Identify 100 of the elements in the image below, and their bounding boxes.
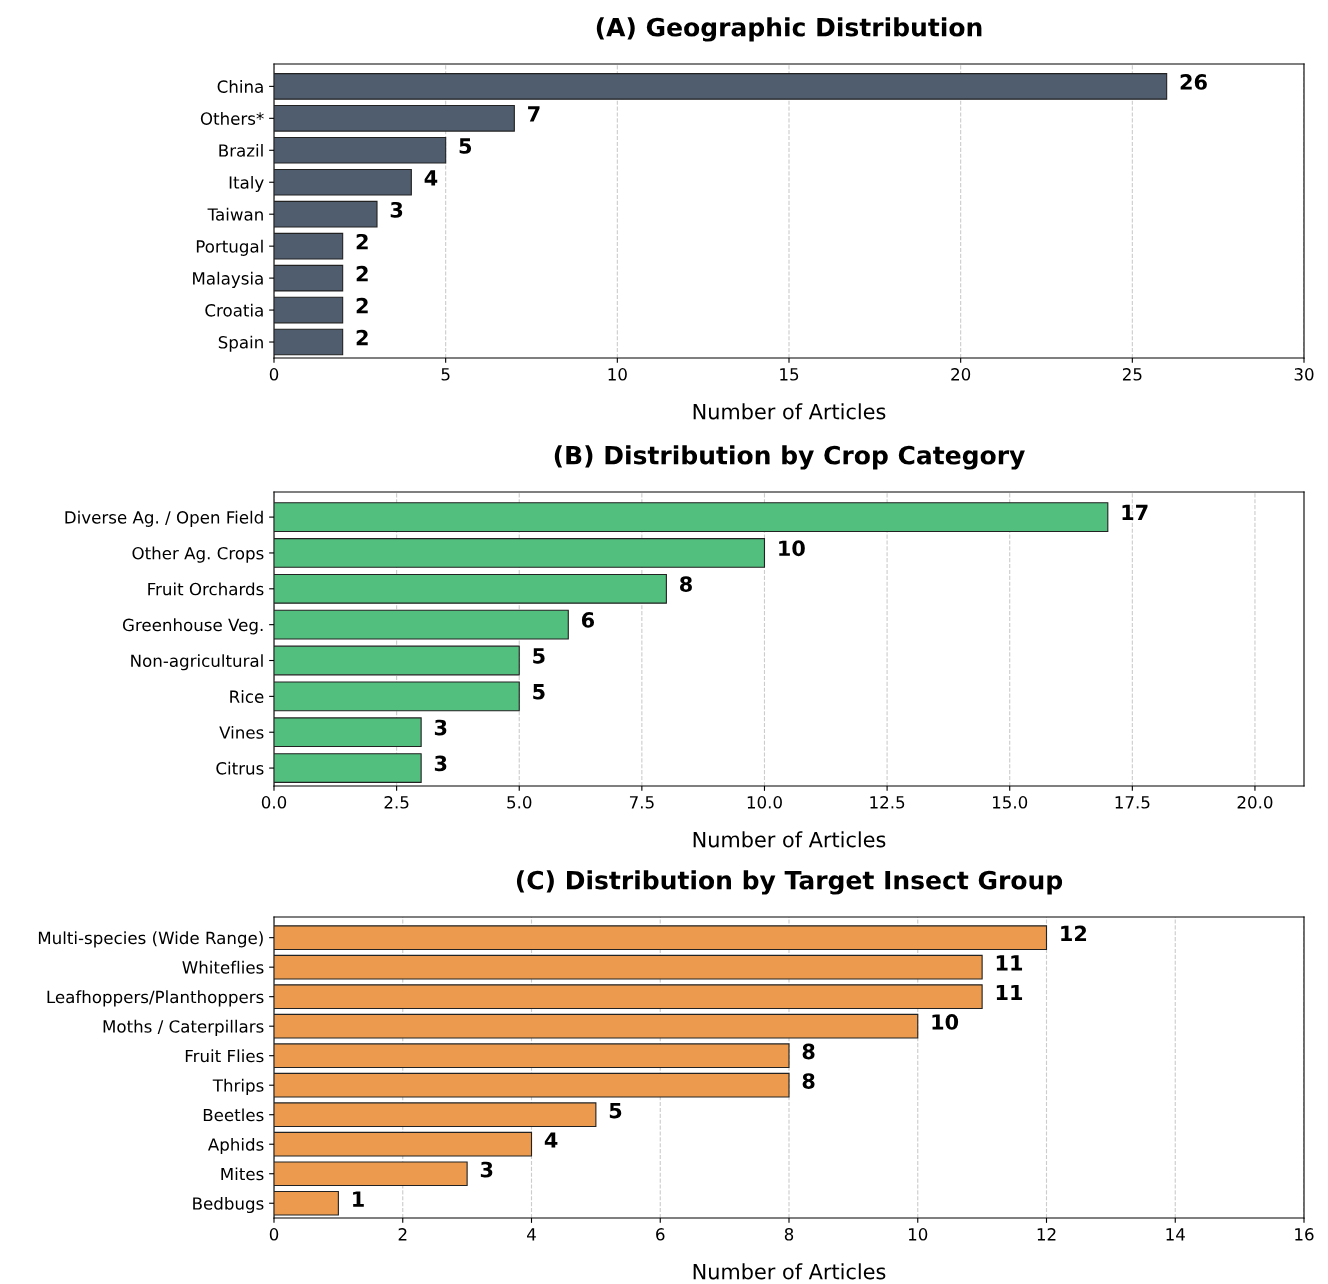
- data-label: 7: [528, 106, 540, 122]
- data-label: 2: [356, 297, 368, 314]
- bar: [274, 954, 983, 980]
- data-label: 11: [996, 984, 1023, 1001]
- chart-title: (C) Distribution by Target Insect Group: [516, 870, 1063, 895]
- data-label: 2: [356, 233, 368, 250]
- y-tick-label: Mites: [221, 1167, 264, 1181]
- y-tick-label: Multi-species (Wide Range): [38, 931, 263, 948]
- y-tick-label: Italy: [229, 175, 264, 193]
- y-tick-label: Beetles: [203, 1108, 264, 1122]
- x-tick-label: 7.5: [629, 796, 654, 809]
- y-tick-label: Aphids: [207, 1137, 264, 1155]
- x-tick-label: 10: [608, 368, 627, 381]
- y-tick-label: Others*: [200, 111, 264, 125]
- y-tick-label: Greenhouse Veg.: [122, 618, 263, 635]
- bar: [274, 1013, 919, 1039]
- x-tick-label: 10: [908, 1228, 928, 1241]
- bar: [274, 573, 667, 604]
- bar: [274, 104, 515, 132]
- data-label: 1: [353, 1191, 364, 1207]
- y-tick-label: Taiwan: [207, 207, 263, 221]
- x-tick-label: 8: [784, 1228, 794, 1241]
- data-label: 3: [434, 719, 447, 736]
- y-tick-label: Moths / Caterpillars: [103, 1019, 264, 1036]
- chart-title: (B) Distribution by Crop Category: [554, 445, 1025, 470]
- data-label: 10: [779, 540, 805, 557]
- y-tick-label: Rice: [230, 690, 264, 703]
- bar: [274, 296, 344, 324]
- y-tick-label: Fruit Flies: [185, 1049, 264, 1063]
- x-tick-label: 0.0: [261, 796, 287, 809]
- bar: [274, 328, 344, 356]
- data-label: 5: [459, 138, 472, 154]
- data-label: 2: [356, 265, 368, 282]
- x-tick-label: 30: [1294, 368, 1314, 381]
- chart-title: (A) Geographic Distribution: [596, 17, 982, 42]
- bar: [274, 1190, 339, 1216]
- data-label: 3: [390, 201, 403, 218]
- x-tick-label: 15.0: [992, 796, 1028, 809]
- y-tick-label: Leafhoppers/Planthoppers: [47, 990, 264, 1007]
- bar: [274, 1131, 533, 1157]
- y-tick-label: Fruit Orchards: [148, 582, 264, 596]
- y-tick-label: China: [217, 80, 263, 93]
- data-label: 5: [609, 1102, 622, 1119]
- data-label: 5: [533, 684, 545, 700]
- data-label: 8: [802, 1073, 815, 1089]
- y-tick-label: Bedbugs: [193, 1196, 264, 1214]
- bar: [274, 717, 422, 748]
- y-tick-label: Other Ag. Crops: [132, 546, 264, 563]
- x-tick-label: 12.5: [870, 796, 905, 809]
- bar: [274, 645, 520, 676]
- bar: [274, 984, 983, 1010]
- x-tick-label: 20.0: [1237, 796, 1273, 809]
- x-tick-label: 2: [398, 1228, 407, 1241]
- y-tick-label: Citrus: [216, 761, 264, 775]
- x-axis-title: Number of Articles: [693, 1263, 886, 1280]
- x-tick-label: 14: [1166, 1228, 1185, 1241]
- data-label: 3: [480, 1161, 493, 1178]
- x-tick-label: 6: [656, 1228, 665, 1241]
- bar: [274, 73, 1168, 100]
- data-label: 12: [1061, 925, 1087, 942]
- data-label: 5: [533, 648, 545, 664]
- data-label: 8: [802, 1043, 815, 1060]
- data-label: 3: [434, 755, 447, 772]
- y-tick-label: Thrips: [212, 1078, 264, 1095]
- y-tick-label: Croatia: [205, 303, 263, 317]
- bar: [274, 1043, 790, 1069]
- y-tick-label: Vines: [219, 725, 264, 739]
- x-tick-label: 5: [441, 368, 450, 381]
- x-tick-label: 25: [1122, 368, 1142, 381]
- x-tick-label: 15: [780, 368, 799, 381]
- data-label: 8: [680, 576, 692, 592]
- data-label: 26: [1180, 74, 1207, 90]
- y-tick-label: Diverse Ag. / Open Field: [65, 510, 263, 527]
- bar: [274, 200, 378, 228]
- bar: [274, 168, 412, 196]
- bar: [274, 538, 766, 568]
- bar: [274, 136, 447, 164]
- y-tick-label: Malaysia: [193, 271, 263, 288]
- data-label: 10: [932, 1014, 959, 1030]
- y-tick-label: Portugal: [196, 239, 263, 256]
- bar: [274, 925, 1048, 951]
- data-label: 11: [996, 955, 1023, 971]
- x-tick-label: 10.0: [747, 796, 782, 809]
- bar: [274, 1161, 468, 1187]
- x-tick-label: 16: [1295, 1228, 1314, 1241]
- bar: [274, 681, 520, 712]
- x-tick-label: 2.5: [384, 796, 409, 809]
- data-label: 17: [1122, 504, 1148, 520]
- x-axis-title: Number of Articles: [693, 403, 886, 420]
- bar: [274, 609, 569, 640]
- data-label: 4: [424, 170, 438, 186]
- bar: [274, 1102, 597, 1128]
- x-tick-label: 17.5: [1115, 796, 1150, 809]
- data-label: 2: [356, 329, 368, 346]
- bar: [274, 1072, 790, 1098]
- y-tick-label: Spain: [218, 335, 263, 352]
- y-tick-label: Whiteflies: [182, 960, 264, 974]
- x-axis-title: Number of Articles: [693, 831, 886, 848]
- data-label: 6: [581, 612, 595, 628]
- x-tick-label: 4: [527, 1228, 536, 1241]
